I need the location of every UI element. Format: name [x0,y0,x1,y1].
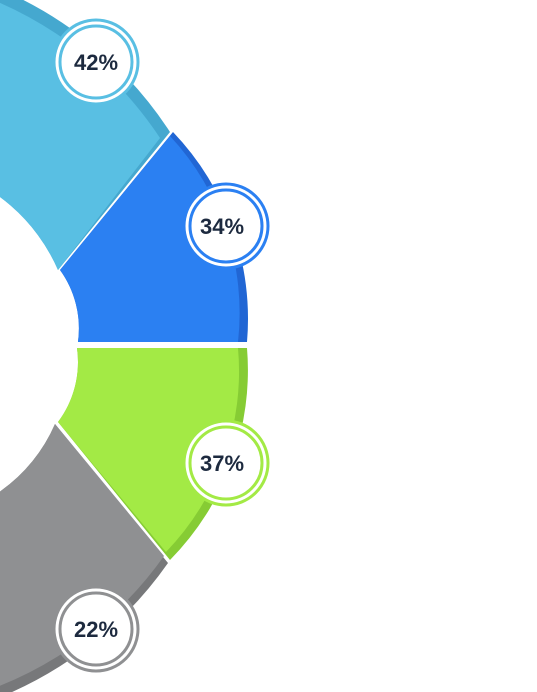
segment-1-label-badge: 42% [52,18,140,106]
segment-3-percent-label: 37% [200,451,244,476]
segment-1-percent-label: 42% [74,50,118,75]
segment-2-percent-label: 34% [200,214,244,239]
segment-4-percent-label: 22% [74,617,118,642]
segment-3-badge-inner-ring [188,425,264,501]
segment-3 [58,348,248,560]
segment-2-fill [60,136,240,342]
segment-4-label-badge: 22% [52,585,140,673]
segment-2-badge-inner-ring [188,188,264,264]
segment-3-fill [58,348,240,552]
segment-2-label-badge: 34% [182,182,270,270]
segment-1-fill [0,2,160,270]
segment-4 [0,424,168,692]
segment-4-badge-inner-ring [58,591,134,667]
segment-1 [0,0,170,270]
segment-2 [60,132,249,342]
segment-1-badge-inner-ring [58,24,134,100]
segment-3-label-badge: 37% [182,419,270,507]
segment-4-fill [0,424,164,686]
